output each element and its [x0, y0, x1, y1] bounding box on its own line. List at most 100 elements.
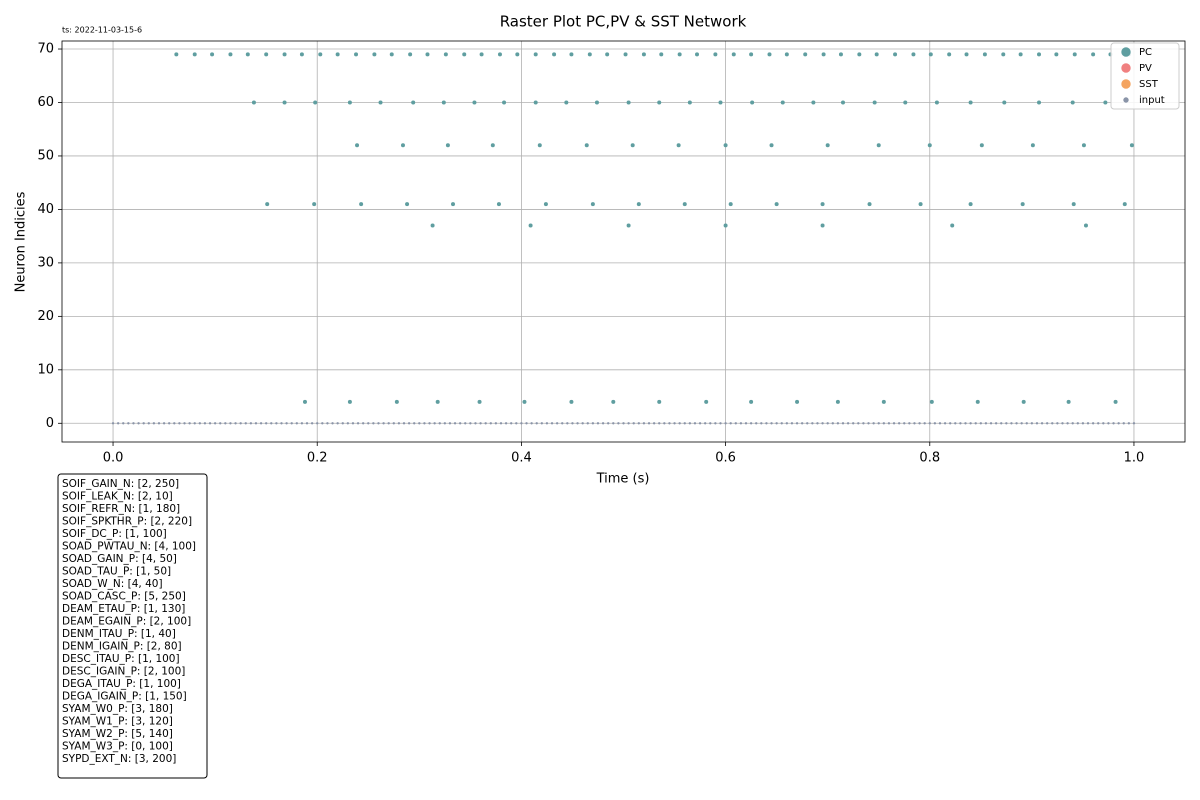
- spike-point: [355, 143, 360, 148]
- spike-point: [749, 422, 753, 425]
- spike-point: [587, 52, 592, 57]
- spike-point: [979, 422, 983, 425]
- spike-point: [887, 422, 891, 425]
- legend-label: SST: [1139, 79, 1159, 90]
- spike-point: [326, 422, 329, 425]
- spike-point: [760, 422, 763, 425]
- spike-point: [989, 422, 993, 425]
- spike-point: [210, 52, 215, 57]
- spike-point: [254, 422, 258, 425]
- spike-point: [876, 143, 881, 148]
- spike-point: [321, 422, 324, 425]
- spike-point: [310, 422, 314, 425]
- spike-point: [806, 422, 809, 425]
- spike-point: [1070, 100, 1075, 105]
- spike-point: [1010, 422, 1013, 425]
- spike-point: [489, 422, 492, 425]
- spike-point: [969, 422, 972, 425]
- spike-point: [545, 422, 549, 425]
- spike-point: [299, 52, 304, 57]
- spike-point: [755, 422, 758, 425]
- spike-point: [821, 52, 826, 57]
- spike-point: [1127, 422, 1131, 425]
- spike-point: [438, 422, 441, 425]
- spike-point: [229, 422, 232, 425]
- parameter-line: SOIF_LEAK_N: [2, 10]: [62, 491, 173, 503]
- parameter-line: DEAM_EGAIN_P: [2, 100]: [62, 616, 191, 628]
- spike-point: [591, 422, 595, 425]
- spike-point: [687, 100, 692, 105]
- spike-point: [552, 52, 557, 57]
- spike-point: [1097, 422, 1100, 425]
- spike-point: [174, 52, 179, 57]
- legend-label: input: [1139, 95, 1165, 106]
- spike-point: [677, 52, 682, 57]
- spike-point: [676, 143, 681, 148]
- spike-point: [302, 399, 307, 404]
- spike-point: [704, 399, 709, 404]
- spike-point: [494, 422, 498, 425]
- parameter-line: DESC_IGAIN_P: [2, 100]: [62, 666, 185, 678]
- spike-point: [838, 52, 843, 57]
- legend-marker: [1121, 79, 1131, 89]
- spike-point: [723, 223, 728, 228]
- spike-point: [433, 422, 436, 425]
- spike-point: [239, 422, 242, 425]
- spike-point: [668, 422, 671, 425]
- spike-point: [382, 422, 385, 425]
- spike-point: [472, 100, 477, 105]
- spike-point: [490, 143, 495, 148]
- spike-point: [1122, 422, 1125, 425]
- spike-point: [928, 422, 931, 425]
- spike-point: [479, 52, 484, 57]
- spike-point: [1083, 223, 1088, 228]
- spike-point: [1113, 399, 1118, 404]
- spike-point: [933, 422, 937, 425]
- spike-point: [244, 422, 247, 425]
- spike-point: [780, 422, 783, 425]
- spike-point: [1129, 143, 1134, 148]
- parameter-box: [57, 473, 208, 779]
- parameter-line: DEGA_ITAU_P: [1, 100]: [62, 678, 181, 690]
- spike-point: [1035, 422, 1039, 425]
- spike-point: [622, 422, 625, 425]
- spike-point: [295, 422, 299, 425]
- spike-point: [590, 202, 595, 207]
- spike-point: [882, 422, 886, 425]
- spike-point: [929, 399, 934, 404]
- y-tick-label: 30: [37, 255, 54, 270]
- parameter-line: SOAD_TAU_P: [1, 50]: [62, 566, 171, 578]
- spike-point: [347, 399, 352, 404]
- spike-point: [1002, 100, 1007, 105]
- spike-point: [313, 100, 318, 105]
- parameter-line: DESC_ITAU_P: [1, 100]: [62, 653, 180, 665]
- spike-point: [975, 399, 980, 404]
- spike-point: [784, 52, 789, 57]
- spike-point: [377, 422, 380, 425]
- spike-point: [188, 422, 191, 425]
- spike-point: [356, 422, 360, 425]
- spike-point: [127, 422, 130, 425]
- spike-point: [576, 422, 579, 425]
- spike-point: [1061, 422, 1064, 425]
- spike-point: [637, 422, 641, 425]
- spike-point: [462, 52, 467, 57]
- spike-point: [968, 100, 973, 105]
- spike-point: [862, 422, 865, 425]
- spike-point: [443, 422, 447, 425]
- spike-point: [477, 399, 482, 404]
- spike-point: [612, 422, 615, 425]
- spike-point: [290, 422, 293, 425]
- spike-point: [499, 422, 503, 425]
- spike-point: [193, 422, 196, 425]
- spike-point: [453, 422, 457, 425]
- spike-point: [1030, 143, 1035, 148]
- spike-point: [826, 422, 829, 425]
- spike-point: [1086, 422, 1090, 425]
- legend-marker: [1121, 63, 1131, 73]
- spike-point: [769, 143, 774, 148]
- x-tick-label: 0.6: [715, 451, 736, 466]
- spike-point: [709, 422, 712, 425]
- spike-point: [116, 422, 120, 425]
- legend-marker: [1123, 97, 1129, 103]
